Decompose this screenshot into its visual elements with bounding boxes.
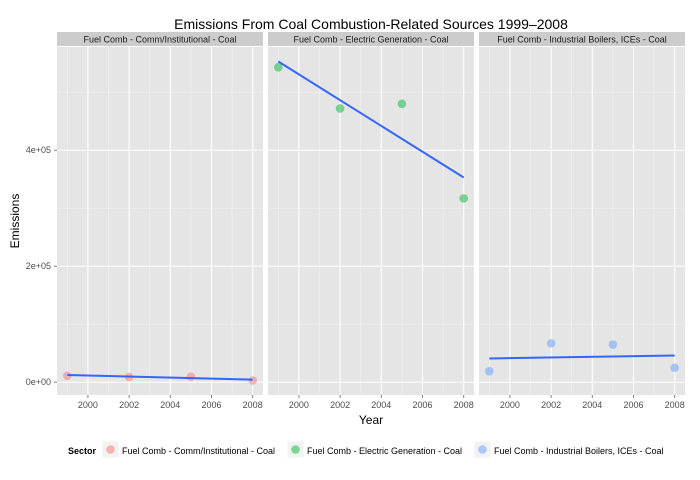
facet-panels: Fuel Comb - Comm/Institutional - Coal 200…: [57, 32, 685, 410]
x-tick-label: 2000: [78, 400, 98, 410]
legend-title: Sector: [68, 446, 97, 456]
y-axis: 0e+00 2e+05 4e+05: [26, 145, 57, 387]
data-point: [459, 194, 469, 203]
x-tick-label: 2000: [289, 400, 309, 410]
y-tick-label: 4e+05: [26, 145, 51, 155]
x-tick-label: 2006: [412, 400, 432, 410]
facet-strip: [479, 32, 685, 46]
x-tick-label: 2008: [454, 400, 474, 410]
legend-key-point: [106, 445, 115, 454]
legend-label: Fuel Comb - Electric Generation - Coal: [307, 446, 462, 456]
y-axis-title: Emissions: [8, 194, 22, 249]
data-point: [186, 372, 196, 382]
panel-background: [57, 47, 263, 395]
x-tick-label: 2002: [330, 400, 350, 410]
panel-background: [479, 47, 685, 395]
chart-title: Emissions From Coal Combustion-Related S…: [174, 16, 568, 32]
facet-strip: [268, 32, 474, 46]
x-tick-label: 2004: [371, 400, 391, 410]
x-tick-label: 2000: [500, 400, 520, 410]
facet-panel-2: Fuel Comb - Electric Generation - Coal 20…: [268, 32, 474, 410]
data-point: [335, 104, 345, 113]
y-tick-label: 2e+05: [26, 261, 51, 271]
facet-panel-1: Fuel Comb - Comm/Institutional - Coal 200…: [57, 32, 263, 410]
facet-panel-3: Fuel Comb - Industrial Boilers, ICEs - C…: [479, 32, 685, 410]
data-point: [608, 340, 618, 349]
legend-label: Fuel Comb - Comm/Institutional - Coal: [122, 446, 275, 456]
x-axis-title: Year: [359, 413, 383, 427]
x-tick-label: 2008: [243, 400, 263, 410]
x-tick-label: 2008: [665, 400, 685, 410]
legend-key-point: [291, 445, 300, 454]
data-point: [485, 366, 494, 376]
legend: Sector Fuel Comb - Comm/Institutional - …: [68, 440, 664, 459]
data-point: [670, 363, 679, 373]
trend-line: [489, 354, 675, 360]
x-tick-label: 2002: [119, 400, 139, 410]
data-point: [397, 99, 407, 109]
y-tick-label: 0e+00: [26, 377, 51, 387]
trend-line: [277, 60, 465, 179]
facet-strip-label: Fuel Comb - Comm/Institutional - Coal: [83, 35, 236, 45]
x-tick-label: 2006: [623, 400, 643, 410]
data-point: [248, 376, 257, 385]
facet-strip: [57, 32, 263, 46]
panel-background: [268, 47, 474, 395]
legend-key-point: [478, 445, 487, 454]
data-point: [274, 63, 283, 72]
facet-strip-label: Fuel Comb - Industrial Boilers, ICEs - C…: [497, 35, 667, 45]
x-tick-label: 2004: [160, 400, 180, 410]
x-tick-label: 2006: [201, 400, 221, 410]
trend-line: [67, 373, 253, 381]
facet-strip-label: Fuel Comb - Electric Generation - Coal: [293, 35, 448, 45]
x-tick-label: 2004: [582, 400, 602, 410]
data-point: [546, 339, 556, 348]
x-tick-label: 2002: [541, 400, 561, 410]
legend-label: Fuel Comb - Industrial Boilers, ICEs - C…: [494, 446, 664, 456]
